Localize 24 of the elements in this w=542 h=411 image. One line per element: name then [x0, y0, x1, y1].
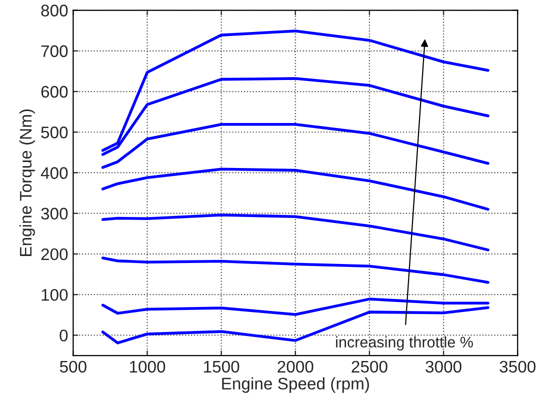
annotation: increasing throttle % [336, 336, 473, 351]
x-axis-title: Engine Speed (rpm) [222, 377, 369, 393]
y-axis-title: Engine Torque (Nm) [19, 110, 35, 256]
line-series [101, 123, 490, 169]
line-series [101, 256, 490, 284]
x-tick-label: 3000 [426, 360, 462, 373]
line-series [101, 214, 490, 252]
y-tick-label: 300 [41, 208, 68, 220]
y-tick-label: 200 [41, 248, 68, 260]
y-tick-label: 700 [41, 45, 68, 58]
y-tick-label: 800 [41, 4, 68, 16]
x-tick-label: 1500 [204, 360, 240, 373]
x-tick-label: 2500 [352, 360, 388, 373]
y-tick-label: 0 [60, 330, 68, 342]
x-tick-label: 500 [60, 360, 86, 373]
line-series [101, 30, 490, 152]
y-tick-label: 500 [41, 126, 68, 138]
x-tick-label: 1000 [130, 360, 166, 373]
y-tick-label: 600 [41, 86, 68, 98]
x-tick-label: 2000 [278, 360, 314, 373]
line-series [101, 168, 490, 211]
y-tick-label: 400 [40, 167, 68, 179]
y-tick-label: 100 [42, 288, 68, 301]
x-tick-label: 3500 [500, 360, 536, 373]
